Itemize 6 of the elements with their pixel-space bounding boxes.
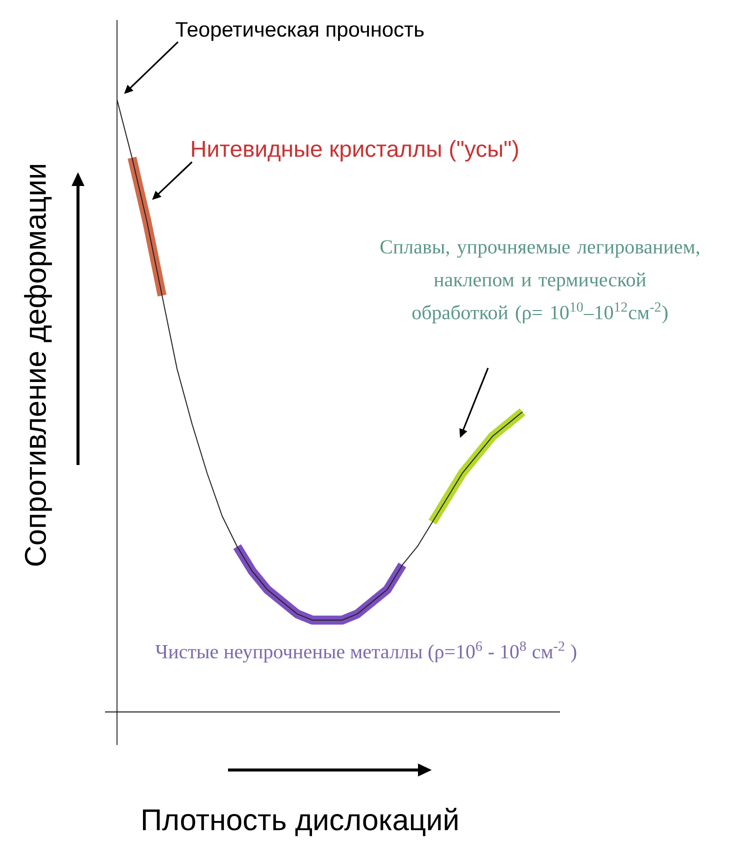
annotation: Чистые неупрочненые металлы (ρ=10$^{6}$ - 10$^{8}$ см$^{-2}$ ) — [155, 641, 576, 663]
text: Сплавы, упрочняемые легированием, наклепом и термической обработкой (ρ= 10$^{10}$–10$^{12}$см$^{-2}$) — [380, 240, 700, 324]
annotation: Нитевидные кристаллы ("усы") — [192, 140, 518, 162]
text: Теоретическая прочность — [176, 22, 424, 41]
y-axis-title: Сопротивление деформации — [24, 164, 52, 566]
x-axis-title: Плотность дислокаций — [142, 808, 458, 836]
